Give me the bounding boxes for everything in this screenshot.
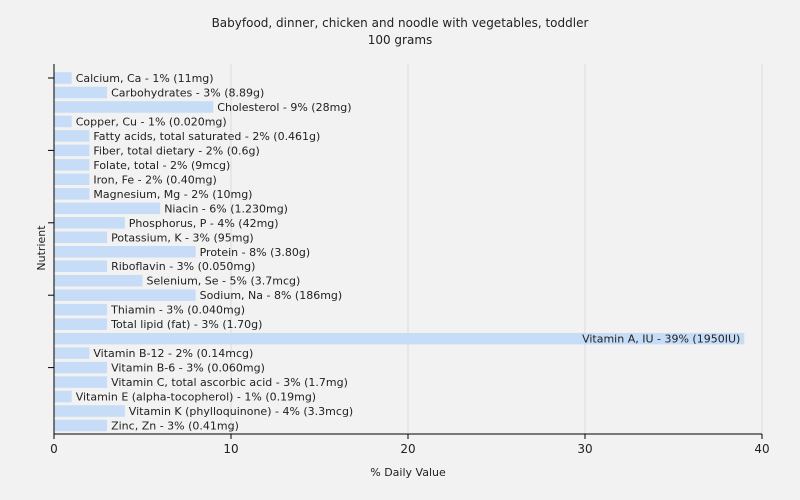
bar-label-16: Thiamin - 3% (0.040mg) <box>110 304 245 317</box>
bar-label-23: Vitamin K (phylloquinone) - 4% (3.3mcg) <box>129 405 353 418</box>
bar-17 <box>54 318 108 330</box>
bar-label-5: Fiber, total dietary - 2% (0.6g) <box>93 144 259 157</box>
bar-5 <box>54 144 90 157</box>
bar-21 <box>54 376 108 388</box>
x-tick-label-4: 40 <box>754 442 769 456</box>
x-tick-label-3: 30 <box>577 442 592 456</box>
bar-15 <box>54 289 196 301</box>
chart-title: Babyfood, dinner, chicken and noodle wit… <box>212 16 589 30</box>
bar-label-8: Magnesium, Mg - 2% (10mg) <box>93 188 252 201</box>
bar-label-13: Riboflavin - 3% (0.050mg) <box>111 260 255 273</box>
bar-11 <box>54 231 108 244</box>
bar-1 <box>54 86 108 99</box>
bar-label-21: Vitamin C, total ascorbic acid - 3% (1.7… <box>111 376 348 389</box>
axes: 0 10 20 30 40 <box>48 64 770 456</box>
bar-label-2: Cholesterol - 9% (28mg) <box>217 101 351 114</box>
bar-3 <box>54 115 72 128</box>
bar-4 <box>54 130 90 142</box>
bar-18 <box>54 332 745 345</box>
bar-7 <box>54 173 90 186</box>
bar-10 <box>54 217 125 229</box>
bar-label-24: Zinc, Zn - 3% (0.41mg) <box>111 420 239 433</box>
bar-14 <box>54 274 143 287</box>
bar-label-1: Carbohydrates - 3% (8.89g) <box>111 86 264 99</box>
bar-9 <box>54 202 161 215</box>
bar-label-14: Selenium, Se - 5% (3.7mcg) <box>147 275 301 288</box>
x-tick-label-1: 10 <box>223 442 238 456</box>
bar-20 <box>54 361 108 374</box>
x-tick-label-2: 20 <box>400 442 415 456</box>
bar-0 <box>54 72 72 84</box>
chart-subtitle: 100 grams <box>368 33 433 47</box>
bar-16 <box>54 303 108 316</box>
bar-label-18: Vitamin A, IU - 39% (1950IU) <box>582 333 740 346</box>
bar-label-10: Phosphorus, P - 4% (42mg) <box>129 217 279 230</box>
bar-label-20: Vitamin B-6 - 3% (0.060mg) <box>111 362 265 375</box>
bar-23 <box>54 405 125 417</box>
bar-6 <box>54 159 90 171</box>
bar-13 <box>54 260 108 272</box>
y-axis-label: Nutrient <box>35 225 48 271</box>
bar-2 <box>54 101 214 113</box>
bar-label-12: Protein - 8% (3.80g) <box>200 246 311 259</box>
bar-label-7: Iron, Fe - 2% (0.40mg) <box>93 173 216 186</box>
bar-24 <box>54 419 108 432</box>
bar-22 <box>54 390 72 403</box>
x-axis-label: % Daily Value <box>370 466 446 479</box>
bar-19 <box>54 347 90 359</box>
gridlines <box>230 64 763 434</box>
bar-label-4: Fatty acids, total saturated - 2% (0.461… <box>93 130 320 143</box>
bar-label-15: Sodium, Na - 8% (186mg) <box>200 289 343 302</box>
bar-12 <box>54 246 196 258</box>
bars: Calcium, Ca - 1% (11mg)Carbohydrates - 3… <box>54 72 745 433</box>
x-tick-label-0: 0 <box>50 442 58 456</box>
bar-8 <box>54 188 90 200</box>
bar-label-17: Total lipid (fat) - 3% (1.70g) <box>110 318 262 331</box>
bar-label-11: Potassium, K - 3% (95mg) <box>111 231 254 244</box>
bar-label-0: Calcium, Ca - 1% (11mg) <box>76 72 214 85</box>
bar-label-9: Niacin - 6% (1.230mg) <box>164 202 288 215</box>
bar-label-6: Folate, total - 2% (9mcg) <box>93 159 230 172</box>
bar-label-19: Vitamin B-12 - 2% (0.14mcg) <box>93 347 253 360</box>
bar-label-3: Copper, Cu - 1% (0.020mg) <box>76 115 227 128</box>
bar-label-22: Vitamin E (alpha-tocopherol) - 1% (0.19m… <box>76 391 316 404</box>
